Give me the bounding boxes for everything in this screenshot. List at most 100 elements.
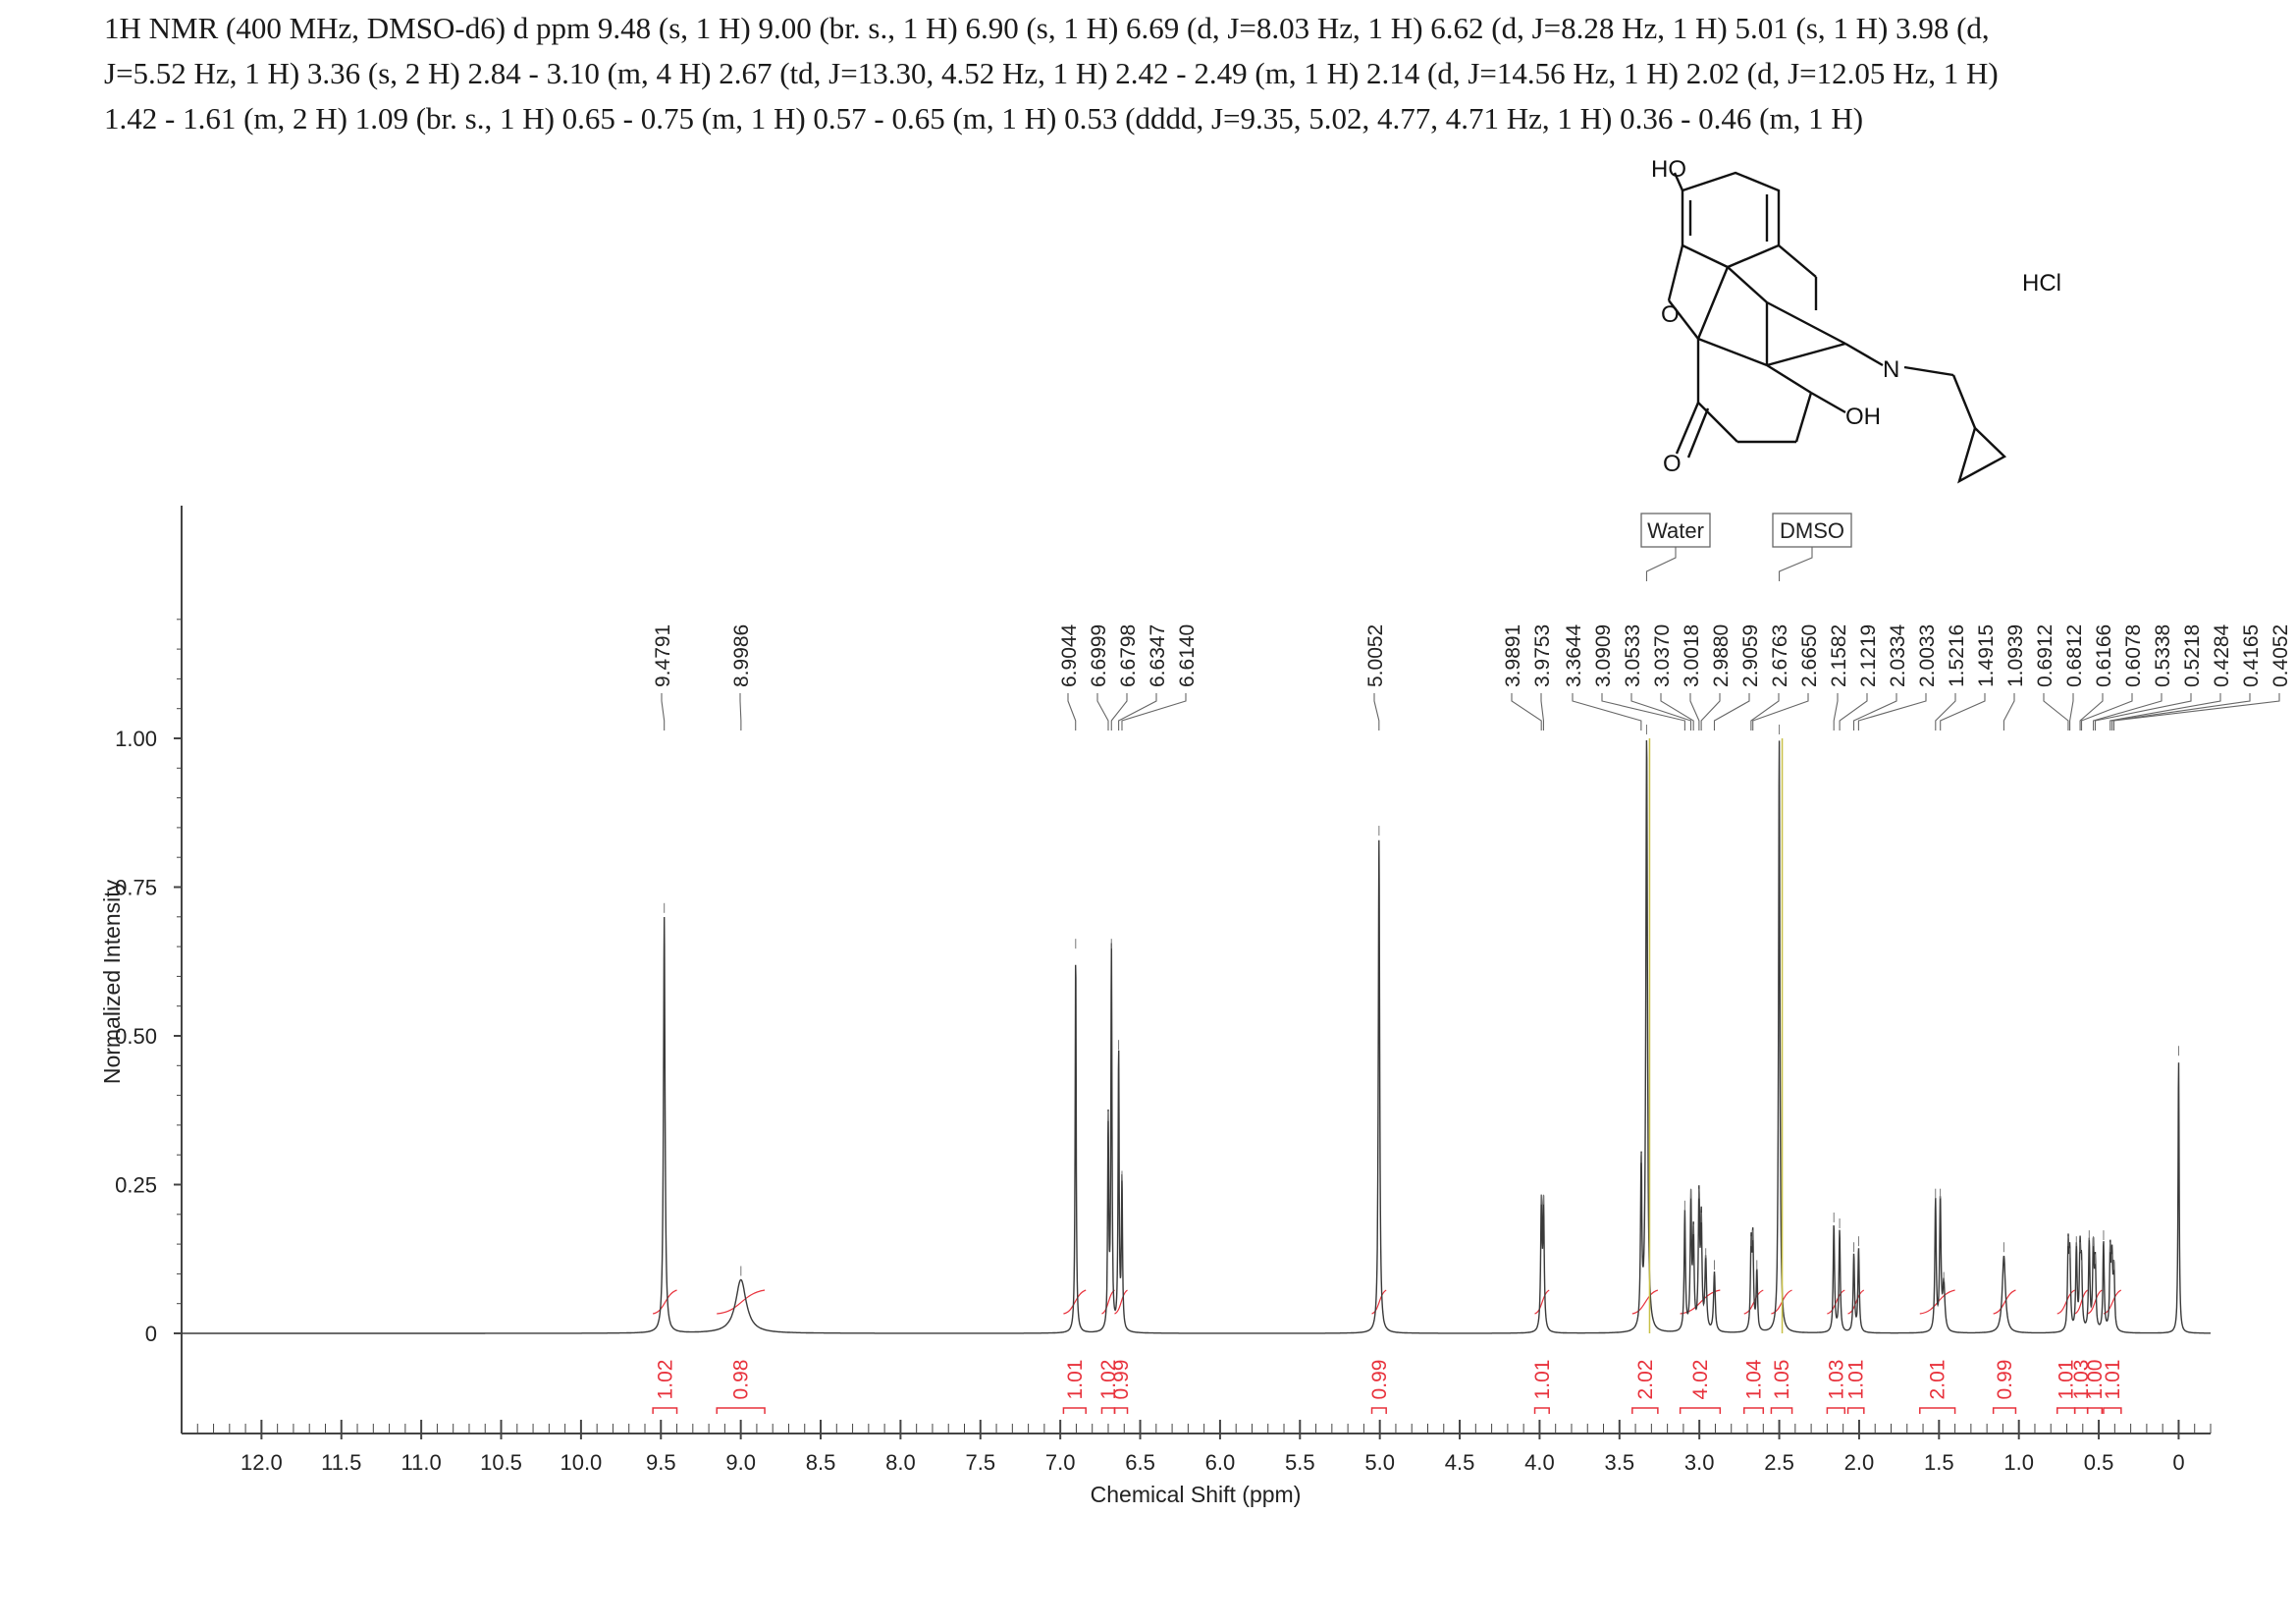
- integral-curve: [652, 1289, 677, 1315]
- peak-label-leader: [1601, 693, 1685, 730]
- peak-label: 6.9044: [1058, 623, 1081, 687]
- bond-c8-c14: [1794, 392, 1813, 443]
- peak-label: 3.0909: [1592, 624, 1615, 687]
- spectrum-trace: [182, 739, 2211, 1334]
- integral-curve: [1847, 1289, 1865, 1315]
- integral-value: 1.01: [2102, 1360, 2124, 1400]
- integral-value: 0.99: [1368, 1360, 1391, 1400]
- aromatic-ring: [1681, 171, 1781, 269]
- x-tick-label: 8.5: [806, 1450, 836, 1475]
- x-tick-label: 12.0: [240, 1450, 283, 1475]
- peak-label-leader: [1540, 693, 1544, 730]
- peak-label: 6.6999: [1088, 624, 1110, 687]
- integral-value: 1.01: [1845, 1360, 1868, 1400]
- spectrum-layer: [182, 725, 2211, 1334]
- x-tick-label: 10.0: [560, 1450, 602, 1475]
- x-tick-label: 4.5: [1445, 1450, 1475, 1475]
- peak-label: 0.6912: [2034, 624, 2056, 687]
- x-tick-label: 7.5: [965, 1450, 995, 1475]
- x-tick-label: 2.5: [1764, 1450, 1794, 1475]
- peak-label-layer: 9.4791 8.9986 6.9044 6.6999 6.6798 6.6347 6.61…: [652, 513, 2292, 730]
- peak-label-leader: [1118, 693, 1157, 730]
- integral-bracket: [652, 1407, 678, 1414]
- integral-bracket: [716, 1407, 766, 1414]
- integral-curve: [1101, 1289, 1115, 1315]
- integral-bracket: [1370, 1407, 1387, 1414]
- integral-value: 1.02: [1097, 1360, 1120, 1400]
- peak-label-leader: [1096, 693, 1109, 730]
- bond-c14-oh: [1810, 391, 1846, 414]
- peak-label: 3.0533: [1622, 624, 1644, 687]
- bond-ho: [1673, 172, 1684, 191]
- integral-value: 2.02: [1634, 1360, 1657, 1400]
- integral-curve: [1827, 1289, 1845, 1315]
- peak-label: 2.0033: [1916, 624, 1939, 687]
- x-tick-label: 4.0: [1524, 1450, 1555, 1475]
- peak-label-leader: [1511, 693, 1542, 730]
- peak-label: 0.5338: [2152, 624, 2174, 687]
- x-tick-label: 9.0: [725, 1450, 756, 1475]
- peak-label-leader: [2111, 693, 2251, 730]
- peak-label: 3.0018: [1681, 624, 1703, 687]
- y-tick-label: 0.25: [115, 1173, 157, 1198]
- peak-label: 2.6650: [1798, 624, 1821, 687]
- integral-bracket: [1100, 1407, 1116, 1414]
- annotation-leader: [1779, 547, 1813, 581]
- bond-c10-1: [1778, 244, 1817, 278]
- integral-bracket: [2103, 1407, 2122, 1414]
- peak-label: 3.3644: [1563, 623, 1585, 687]
- molecule-structure: [1667, 171, 2007, 484]
- peak-label-leader: [1110, 693, 1128, 730]
- peak-label: 3.0370: [1651, 624, 1674, 687]
- peak-label: 0.4052: [2269, 624, 2292, 687]
- integral-bracket: [1846, 1407, 1865, 1414]
- cyclopropyl-ring: [1957, 425, 2007, 484]
- peak-label-leader: [2079, 693, 2104, 730]
- x-tick-label: 1.0: [2003, 1450, 2034, 1475]
- integral-curve: [1743, 1289, 1764, 1315]
- peak-label-leader: [1713, 693, 1750, 730]
- bond-bridge-2: [1766, 300, 1846, 346]
- integral-bracket: [1770, 1407, 1793, 1414]
- integral-curve: [1114, 1289, 1128, 1315]
- x-tick-label: 1.5: [1924, 1450, 1954, 1475]
- integral-curve: [2087, 1289, 2103, 1315]
- peak-label-leader: [739, 693, 742, 730]
- peak-label-leader: [1833, 693, 1839, 730]
- peak-label-leader: [1067, 693, 1077, 730]
- peak-label-leader: [1689, 693, 1700, 730]
- integral-curve: [2074, 1289, 2089, 1315]
- peak-label-leader: [2002, 693, 2015, 730]
- integral-value: 1.04: [1743, 1359, 1766, 1399]
- peak-label: 5.0052: [1364, 624, 1387, 687]
- integral-curve: [1063, 1289, 1087, 1315]
- y-tick-label: 0: [145, 1322, 157, 1346]
- bond-n-chain: [1903, 365, 1954, 377]
- peak-label-leader: [1940, 693, 1986, 730]
- integral-curve: [2056, 1289, 2075, 1315]
- peak-label-leader: [1630, 693, 1692, 730]
- peak-label: 3.9891: [1502, 624, 1524, 687]
- peak-label-leader: [1572, 693, 1642, 730]
- peak-label: 0.6166: [2093, 624, 2115, 687]
- integral-value: 4.02: [1689, 1360, 1712, 1400]
- peak-label: 1.0939: [2004, 624, 2027, 687]
- integral-bracket: [2056, 1407, 2076, 1414]
- bond-c14-c9: [1766, 342, 1846, 367]
- integral-curve: [717, 1289, 766, 1315]
- peak-label-leader: [1373, 693, 1380, 730]
- integral-bracket: [2086, 1407, 2104, 1414]
- integral-bracket: [1113, 1407, 1129, 1414]
- peak-label: 2.1582: [1828, 624, 1850, 687]
- x-tick-label: 6.0: [1205, 1450, 1236, 1475]
- integral-layer: 1.02 0.98 1.01 1.020.99 0.99 1.01 2.02 4.02 1.04…: [652, 1289, 2124, 1414]
- bond-furan-3: [1696, 266, 1730, 340]
- x-tick-label: 9.5: [646, 1450, 676, 1475]
- integral-value: 2.01: [1927, 1360, 1949, 1400]
- peak-label-leader: [2093, 693, 2163, 730]
- annotation-leader: [1645, 547, 1677, 581]
- peak-label-leader: [661, 693, 666, 730]
- annotation-box: [1772, 513, 1852, 548]
- integral-value: 0.99: [1994, 1360, 2016, 1400]
- bond-c6-o: [1675, 402, 1700, 455]
